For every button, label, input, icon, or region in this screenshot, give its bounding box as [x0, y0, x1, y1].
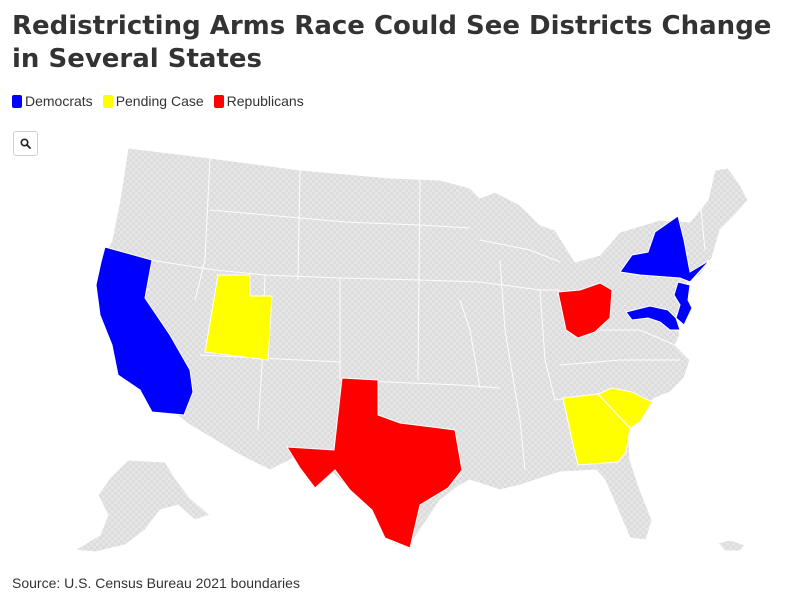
legend-label-democrats: Democrats — [25, 93, 93, 109]
state-utah[interactable] — [204, 274, 273, 361]
state-new-jersey[interactable] — [673, 281, 693, 326]
state-south-carolina[interactable] — [597, 387, 653, 429]
legend: Democrats Pending Case Republicans — [12, 93, 304, 109]
state-ohio[interactable] — [557, 282, 613, 339]
search-icon — [20, 138, 31, 149]
us-map — [73, 147, 749, 553]
legend-swatch-pending-case — [102, 94, 113, 108]
state-texas[interactable] — [286, 377, 463, 549]
legend-item-democrats[interactable]: Democrats — [12, 93, 93, 109]
legend-item-republicans[interactable]: Republicans — [213, 93, 304, 109]
legend-swatch-democrats — [12, 94, 22, 108]
legend-label-pending-case: Pending Case — [115, 93, 204, 109]
state-hawaii — [717, 539, 746, 552]
source-note: Source: U.S. Census Bureau 2021 boundari… — [12, 575, 300, 591]
legend-label-republicans: Republicans — [226, 93, 304, 109]
legend-item-pending-case[interactable]: Pending Case — [102, 93, 204, 109]
chart-title: Redistricting Arms Race Could See Distri… — [12, 11, 772, 74]
legend-swatch-republicans — [213, 94, 224, 108]
state-alaska — [73, 459, 211, 553]
state-maryland[interactable] — [625, 305, 681, 331]
state-california[interactable] — [95, 246, 194, 416]
state-new-york[interactable] — [619, 215, 711, 283]
zoom-button[interactable] — [13, 131, 38, 156]
